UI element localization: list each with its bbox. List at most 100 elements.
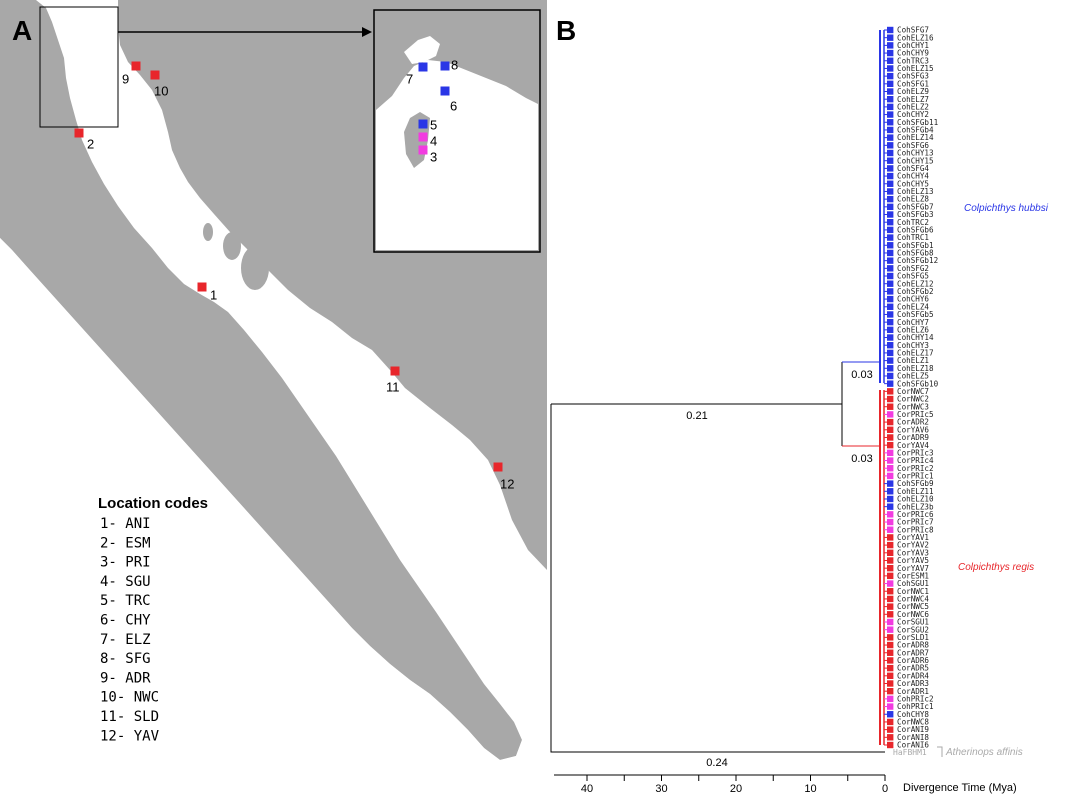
tip-label: CohSFG3: [897, 72, 929, 81]
tip-label: CorNWC1: [897, 587, 929, 596]
tip-label: CorYAV2: [897, 541, 929, 550]
tip-marker: [887, 541, 894, 549]
tip-label: CorYAV1: [897, 533, 929, 542]
tip-marker: [887, 549, 894, 556]
tip-marker: [887, 511, 894, 518]
tip-label: CohELZ3b: [897, 502, 934, 511]
tip-CohELZ17: CohELZ17: [884, 349, 934, 358]
legend-item: 2- ESM: [100, 535, 151, 551]
tip-marker: [887, 465, 894, 472]
tip-label: CorADR4: [897, 671, 929, 680]
tip-CohSFGb2: CohSFGb2: [884, 287, 934, 296]
tip-label: CohELZ16: [897, 33, 934, 42]
tip-CohSFGb6: CohSFGb6: [884, 225, 934, 234]
tip-CohELZ14: CohELZ14: [884, 133, 934, 142]
inset-map: [373, 9, 541, 253]
node-label-red: 0.03: [851, 453, 872, 465]
tip-label: CohSFG6: [897, 141, 929, 150]
outgroup-taxon: HaFBHM1: [893, 748, 927, 757]
tip-marker: [887, 388, 894, 395]
tip-label: CohPRIc2: [897, 694, 934, 703]
tip-marker: [887, 126, 894, 134]
tip-CohSFGb5: CohSFGb5: [884, 310, 934, 319]
tip-marker: [887, 272, 894, 280]
tip-label: CorNWC7: [897, 387, 929, 396]
tip-CohSFGb1: CohSFGb1: [884, 241, 934, 250]
tip-label: CorYAV3: [897, 548, 929, 557]
site-10: 10: [150, 70, 168, 98]
tip-marker: [887, 634, 894, 641]
tip-CorNWC2: CorNWC2: [884, 395, 929, 404]
legend-title: Location codes: [98, 495, 208, 512]
tip-CorADR4: CorADR4: [884, 671, 929, 680]
tip-marker: [887, 34, 894, 41]
tip-CorPRIc8: CorPRIc8: [884, 525, 934, 534]
tip-label: CorANI9: [897, 725, 929, 734]
tip-label: CorNWC6: [897, 610, 929, 619]
tip-label: CorYAV4: [897, 441, 929, 450]
tip-CohCHY13: CohCHY13: [884, 149, 934, 158]
tip-marker: [887, 734, 894, 741]
tip-marker: [887, 195, 894, 203]
tip-label: CorYAV7: [897, 564, 929, 573]
tip-label: CorSGU1: [897, 618, 929, 627]
node-label-blue: 0.03: [851, 369, 872, 381]
tip-CohSFGb4: CohSFGb4: [884, 126, 934, 135]
peninsula-baja: [0, 0, 522, 760]
tip-label: CorADR9: [897, 433, 929, 442]
tip-CorANI8: CorANI8: [884, 733, 929, 742]
tip-label: CohCHY13: [897, 149, 934, 158]
legend-item: 8- SFG: [100, 651, 151, 667]
tip-CohSFGb3: CohSFGb3: [884, 210, 934, 219]
tip-marker: [887, 249, 894, 257]
tip-CohSFG2: CohSFG2: [884, 264, 929, 273]
tip-CohCHY9: CohCHY9: [884, 49, 929, 58]
axis-ticks: 40 30 20 10 0: [581, 775, 888, 795]
legend-item: 9- ADR: [100, 670, 151, 686]
tip-label: CorNWC5: [897, 602, 929, 611]
tip-marker: [887, 449, 894, 457]
tip-label: CohCHY8: [897, 710, 929, 719]
tip-CohCHY4: CohCHY4: [884, 172, 929, 181]
tip-CohPRIc1: CohPRIc1: [884, 702, 934, 711]
tip-label: CohCHY5: [897, 179, 929, 188]
tip-marker: [887, 588, 894, 595]
tip-label: CohSFGb11: [897, 118, 939, 127]
tip-label: CorNWC4: [897, 595, 929, 604]
tip-CohSFG3: CohSFG3: [884, 72, 929, 81]
tip-label: CorPRIc4: [897, 456, 934, 465]
tip-label: CohELZ13: [897, 187, 934, 196]
tip-marker: [887, 426, 894, 433]
legend-item: 1- ANI: [100, 516, 151, 532]
tip-marker: [887, 65, 894, 72]
tip-CohCHY3: CohCHY3: [884, 341, 929, 350]
tip-marker: [887, 572, 894, 580]
tip-CohSGU1: CohSGU1: [884, 579, 929, 588]
tip-CorYAV1: CorYAV1: [884, 533, 929, 542]
tip-CohCHY7: CohCHY7: [884, 318, 929, 327]
site-2: 2: [74, 128, 94, 151]
tip-label: CohELZ9: [897, 87, 929, 96]
tip-CorPRIc1: CorPRIc1: [884, 472, 934, 481]
tip-CohELZ5: CohELZ5: [884, 372, 929, 381]
site-number: 6: [450, 98, 457, 113]
tip-marker: [887, 472, 894, 480]
tip-marker: [887, 441, 894, 449]
site-6: 6: [440, 86, 457, 113]
tip-CohELZ2: CohELZ2: [884, 102, 929, 111]
tip-label: CorYAV5: [897, 556, 929, 565]
tip-marker: [887, 703, 894, 710]
inset-arrow-head: [362, 27, 372, 37]
tip-CorYAV7: CorYAV7: [884, 564, 929, 573]
legend-item: 10- NWC: [100, 690, 159, 706]
node-label-outgroup: 0.24: [706, 757, 727, 769]
tip-label: CorNWC3: [897, 402, 929, 411]
tip-label: CohCHY15: [897, 156, 934, 165]
tip-marker: [887, 88, 894, 95]
tip-label: CorPRIc7: [897, 518, 934, 527]
tip-CorADR6: CorADR6: [884, 656, 929, 665]
site-number: 5: [430, 117, 437, 132]
tip-marker: [887, 741, 894, 749]
site-marker: [390, 366, 400, 376]
